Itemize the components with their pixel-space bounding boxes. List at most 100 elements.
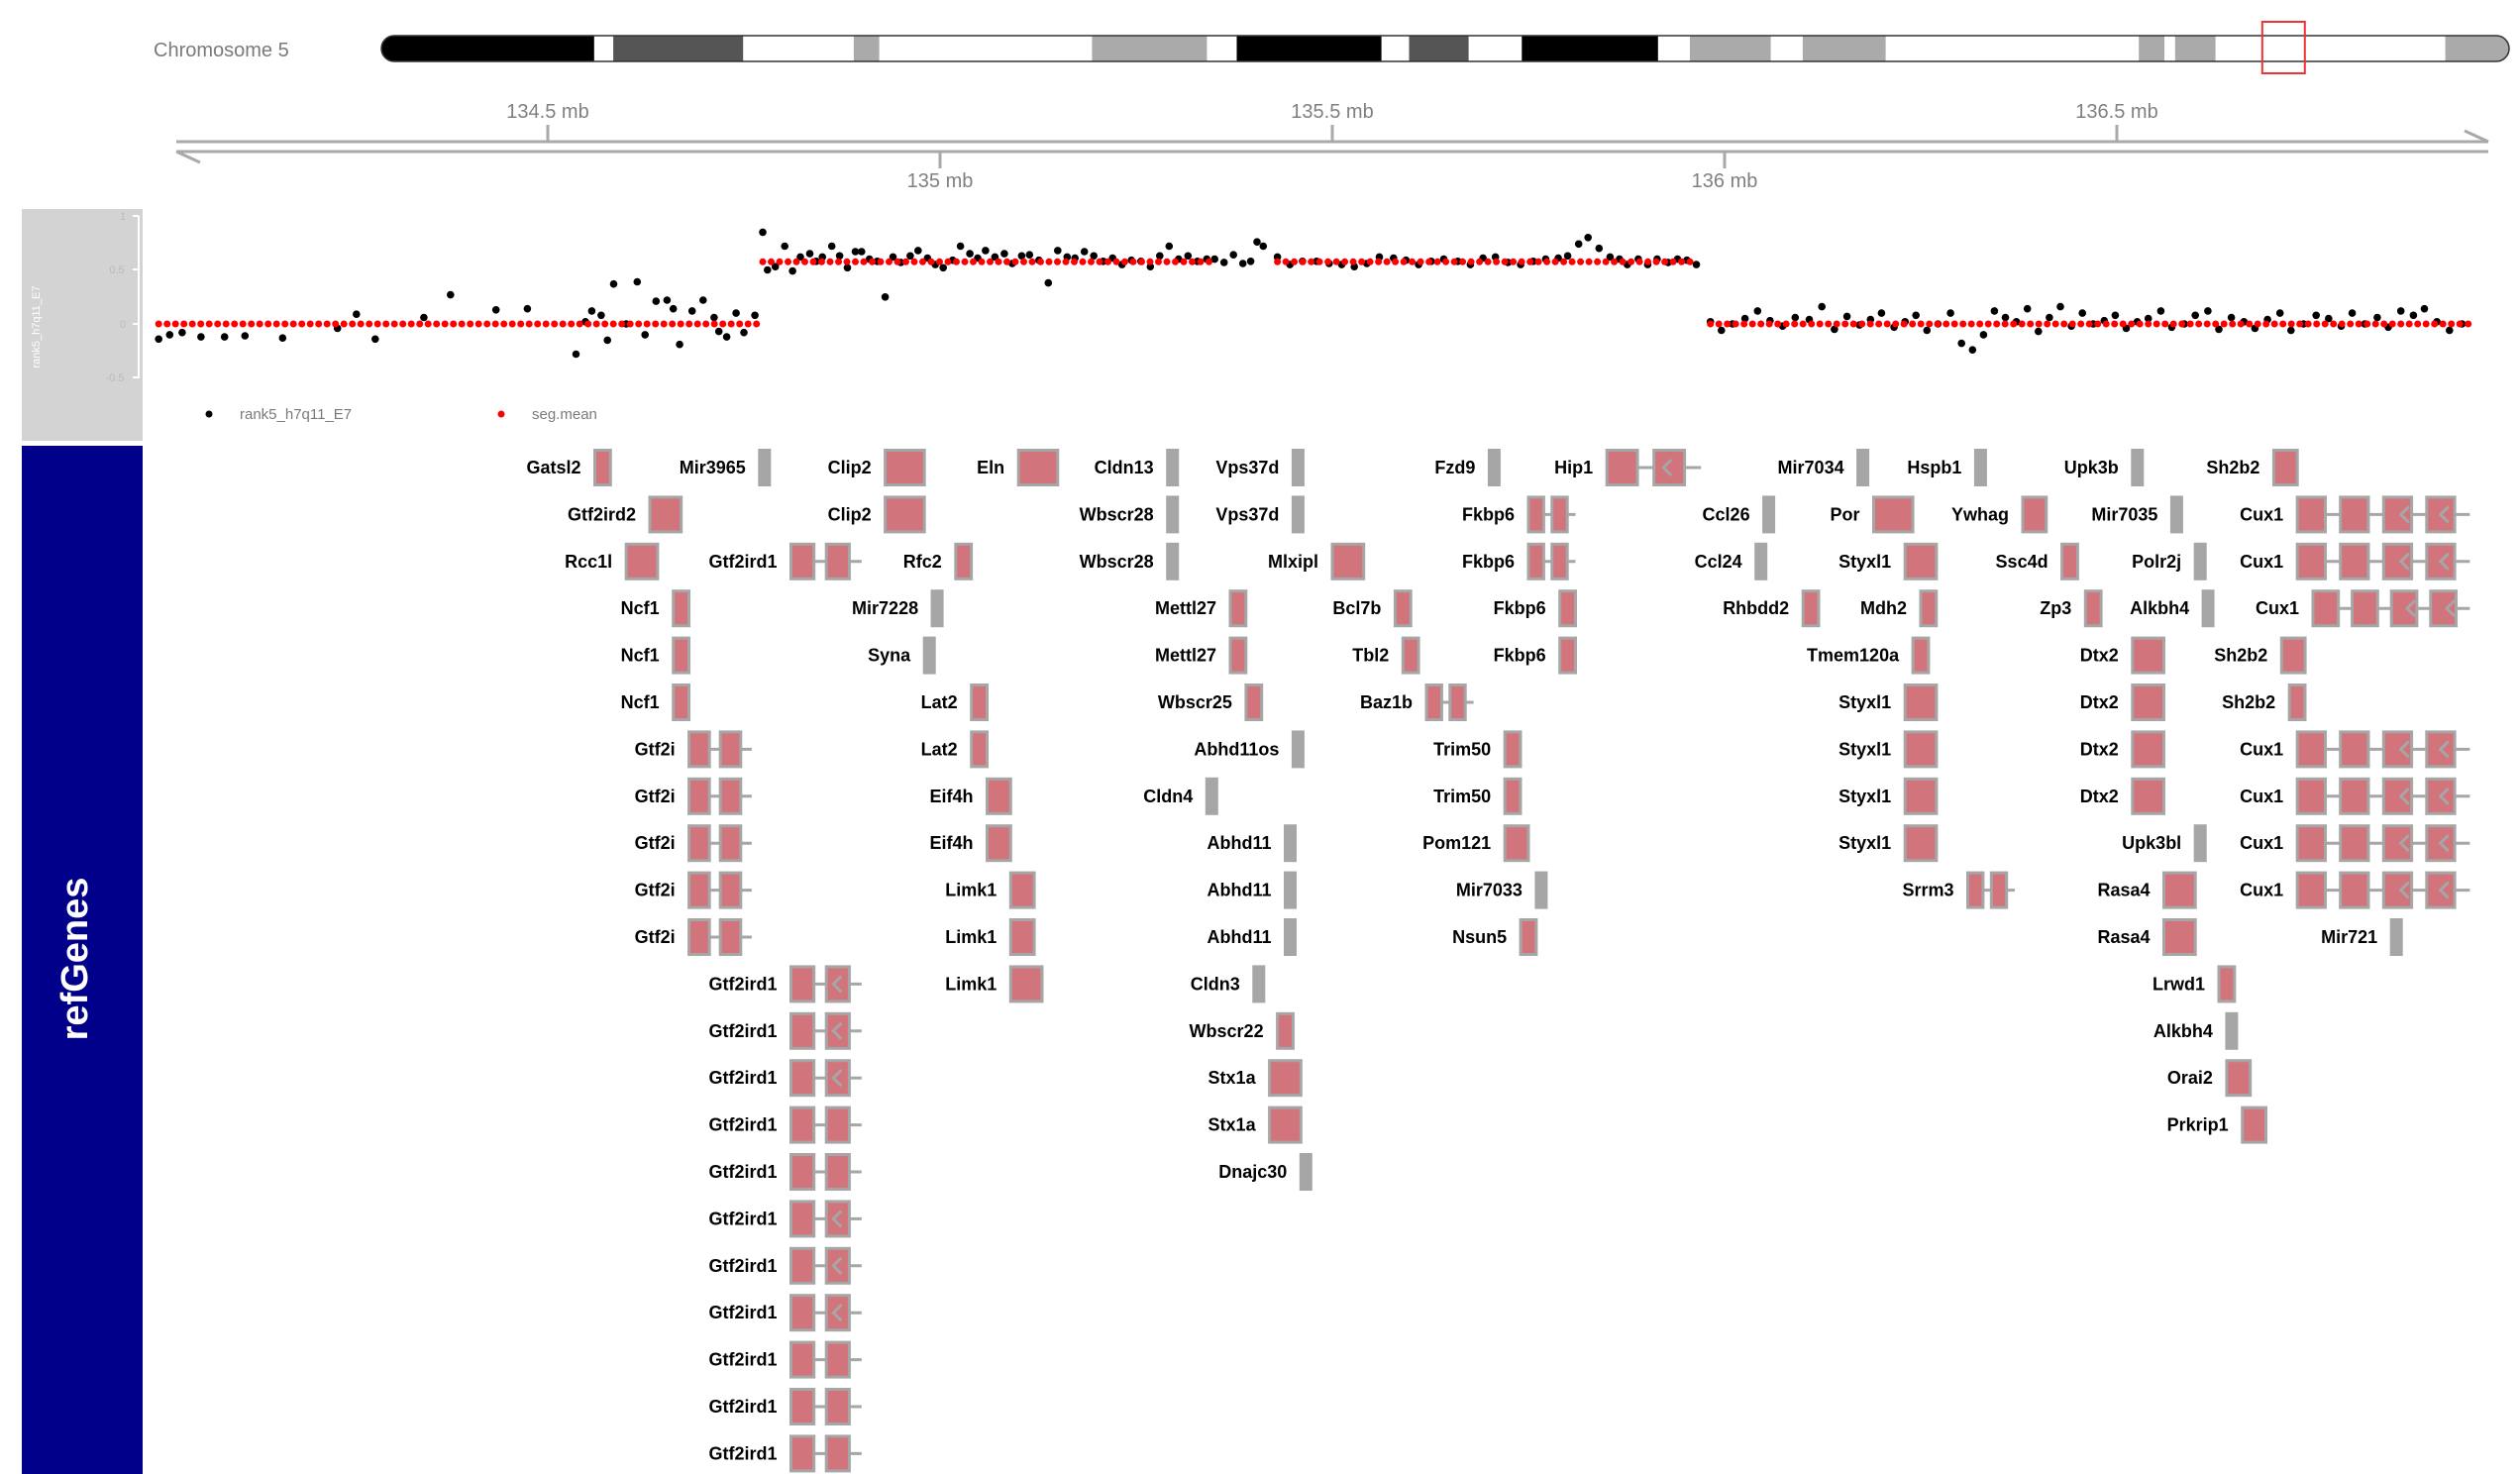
seg-mean-point-98 bbox=[970, 258, 977, 265]
gene-label: Ccl26 bbox=[1703, 504, 1750, 524]
seg-mean-point-13 bbox=[256, 320, 263, 328]
gene-body bbox=[1903, 824, 1939, 863]
seg-mean-point-21 bbox=[323, 320, 331, 328]
data-point-4 bbox=[197, 333, 205, 341]
data-point-33 bbox=[732, 309, 740, 317]
seg-mean-point-200 bbox=[1900, 320, 1908, 328]
data-point-91 bbox=[1229, 251, 1237, 259]
gene-body bbox=[672, 636, 691, 675]
gene-exon bbox=[687, 824, 711, 863]
seg-mean-point-114 bbox=[1104, 258, 1111, 265]
gene-label: Cldn3 bbox=[1191, 974, 1240, 994]
data-point-76 bbox=[1090, 252, 1098, 261]
seg-mean-point-79 bbox=[809, 258, 817, 265]
gene-body bbox=[2241, 1106, 2267, 1144]
gene-label: Lat2 bbox=[921, 739, 958, 759]
gene-body bbox=[1487, 449, 1501, 486]
seg-mean-point-141 bbox=[1392, 258, 1400, 265]
gene-label: Ssc4d bbox=[1996, 552, 2048, 572]
gene-label: Cux1 bbox=[2240, 552, 2283, 572]
gene-strand-arrow bbox=[2438, 505, 2450, 524]
seg-mean-point-64 bbox=[685, 320, 693, 328]
gene-body bbox=[2225, 1059, 2253, 1098]
gene-label: Wbscr28 bbox=[1080, 504, 1154, 524]
gene-exon bbox=[1550, 495, 1569, 534]
gene-label: Fzd9 bbox=[1434, 458, 1475, 477]
gene-label: Upk3b bbox=[2064, 458, 2119, 477]
gene-exon bbox=[789, 1106, 816, 1144]
gene-sh2b2-58: Sh2b2 bbox=[2222, 684, 2307, 721]
seg-mean-point-182 bbox=[1748, 320, 1756, 328]
gene-label: Fkbp6 bbox=[1462, 552, 1515, 572]
data-point-120 bbox=[1574, 240, 1583, 249]
gene-srrm3-84: Srrm3 bbox=[1902, 871, 2015, 909]
seg-mean-point-168 bbox=[1619, 258, 1627, 265]
gene-nsun5-90: Nsun5 bbox=[1452, 918, 1538, 956]
seg-mean-point-196 bbox=[1866, 320, 1874, 328]
gene-label: Bcl7b bbox=[1332, 598, 1381, 618]
gene-label: Styxl1 bbox=[1838, 739, 1891, 759]
gene-gtf2ird1-108: Gtf2ird1 bbox=[708, 1200, 862, 1238]
seg-mean-point-59 bbox=[643, 320, 651, 328]
ideogram-highlight-box bbox=[2260, 21, 2306, 74]
gene-fkbp6-48: Fkbp6 bbox=[1494, 636, 1577, 675]
ideogram-band-11 bbox=[1409, 36, 1470, 61]
gene-label: Cux1 bbox=[2240, 881, 2283, 900]
data-point-137 bbox=[1753, 307, 1762, 315]
data-point-75 bbox=[1080, 248, 1089, 256]
data-point-41 bbox=[796, 253, 804, 262]
gene-exon bbox=[824, 1011, 851, 1050]
seg-mean-point-261 bbox=[2414, 320, 2422, 328]
gene-exon bbox=[718, 918, 743, 956]
data-point-6 bbox=[241, 332, 250, 340]
seg-mean-point-115 bbox=[1112, 258, 1120, 265]
seg-mean-point-227 bbox=[2128, 320, 2136, 328]
seg-mean-point-118 bbox=[1138, 258, 1145, 265]
gene-body bbox=[1008, 965, 1044, 1003]
gene-exon bbox=[1526, 542, 1545, 580]
gene-exon bbox=[2339, 824, 2370, 863]
gene-label: Lrwd1 bbox=[2152, 974, 2205, 994]
gene-label: Cux1 bbox=[2240, 833, 2283, 853]
seg-mean-point-124 bbox=[1189, 258, 1196, 265]
seg-mean-point-86 bbox=[869, 258, 876, 265]
gene-body bbox=[1268, 1106, 1303, 1144]
gene-strand-arrow bbox=[2398, 834, 2410, 853]
gene-cux1-22: Cux1 bbox=[2240, 495, 2470, 534]
seg-mean-point-134 bbox=[1332, 258, 1340, 265]
seg-mean-point-28 bbox=[382, 320, 390, 328]
gene-label: Gtf2ird1 bbox=[708, 1162, 777, 1182]
seg-mean-point-156 bbox=[1518, 258, 1525, 265]
data-point-136 bbox=[1740, 314, 1749, 323]
seg-mean-point-117 bbox=[1129, 258, 1137, 265]
seg-mean-point-176 bbox=[1686, 258, 1694, 265]
gene-label: Styxl1 bbox=[1838, 552, 1891, 572]
tick-label-bottom-2: 136 mb bbox=[1692, 170, 1758, 192]
seg-mean-point-103 bbox=[1011, 258, 1019, 265]
data-point-45 bbox=[827, 242, 836, 251]
data-point-83 bbox=[1156, 252, 1164, 261]
seg-mean-point-54 bbox=[601, 320, 609, 328]
data-point-66 bbox=[1000, 250, 1008, 258]
gene-strand-arrow bbox=[2404, 599, 2417, 618]
gene-gtf2ird1-100: Gtf2ird1 bbox=[708, 1059, 862, 1098]
seg-mean-point-32 bbox=[416, 320, 424, 328]
gene-label: Rcc1l bbox=[565, 552, 612, 572]
seg-mean-point-241 bbox=[2246, 320, 2254, 328]
gene-exon bbox=[789, 1294, 816, 1332]
gene-exon bbox=[2339, 730, 2370, 769]
gene-pom121-76: Pom121 bbox=[1422, 824, 1530, 863]
gene-strand-arrow bbox=[2398, 505, 2410, 524]
gene-dtx2-57: Dtx2 bbox=[2080, 684, 2166, 721]
gene-strand-arrow bbox=[2438, 740, 2450, 759]
gene-body bbox=[1903, 684, 1939, 721]
gene-label: Mettl27 bbox=[1155, 598, 1216, 618]
seg-mean-point-26 bbox=[366, 320, 373, 328]
seg-mean-point-25 bbox=[357, 320, 365, 328]
gene-label: Ncf1 bbox=[621, 598, 660, 618]
ideogram-band-21 bbox=[2174, 36, 2217, 61]
data-point-185 bbox=[2312, 311, 2320, 320]
seg-mean-point-259 bbox=[2397, 320, 2405, 328]
gene-strand-arrow bbox=[2398, 787, 2410, 805]
gene-label: Abhd11os bbox=[1194, 739, 1279, 759]
